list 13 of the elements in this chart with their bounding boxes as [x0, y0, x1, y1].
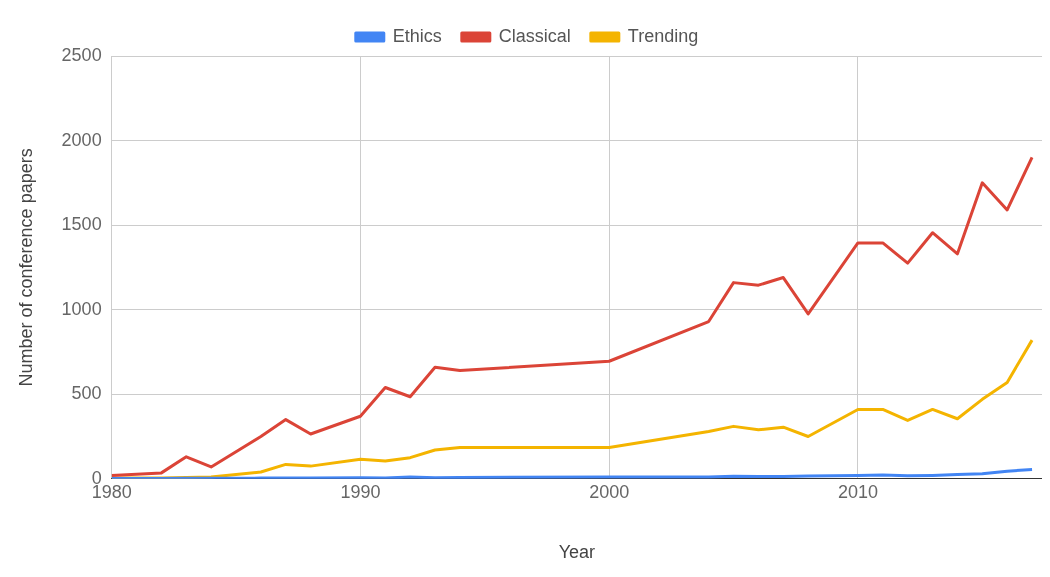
y-tick-label: 2500	[61, 44, 102, 65]
y-tick-label: 1500	[61, 214, 102, 235]
x-axis-title: Year	[558, 542, 596, 563]
y-tick-label: 500	[71, 383, 102, 404]
legend-label: Classical	[498, 25, 571, 46]
y-tick-label: 1000	[61, 298, 102, 319]
x-tick-label: 2010	[837, 481, 878, 502]
legend-label: Trending	[627, 25, 699, 46]
x-tick-label: 1990	[340, 481, 381, 502]
x-tick-label: 2000	[589, 481, 630, 502]
y-tick-label: 2000	[61, 129, 102, 150]
y-axis-title: Number of conference papers	[15, 148, 36, 387]
legend-label: Ethics	[392, 25, 442, 46]
